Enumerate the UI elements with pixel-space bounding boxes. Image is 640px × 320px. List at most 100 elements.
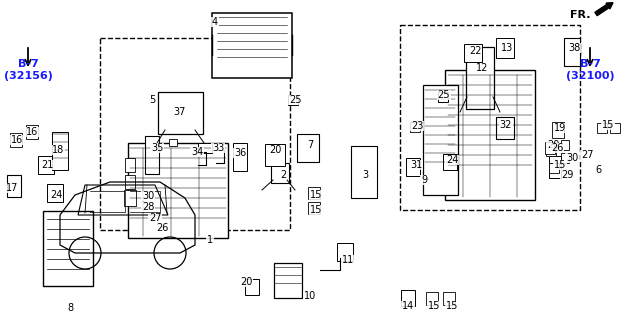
Text: 35: 35 — [151, 143, 163, 153]
Text: 20: 20 — [269, 145, 281, 155]
Text: 16: 16 — [11, 135, 23, 145]
Text: 15: 15 — [310, 190, 322, 200]
Text: 15: 15 — [310, 205, 322, 215]
Bar — [337, 243, 353, 261]
Bar — [351, 146, 377, 198]
Bar — [198, 143, 212, 153]
Text: 22: 22 — [468, 46, 481, 56]
Bar — [597, 123, 607, 133]
Bar — [47, 184, 63, 202]
Text: 21: 21 — [41, 160, 53, 170]
Bar — [169, 139, 177, 146]
Text: 9: 9 — [421, 175, 427, 185]
Bar — [125, 158, 135, 172]
Bar — [549, 156, 561, 178]
Bar — [308, 187, 320, 199]
Text: 36: 36 — [234, 148, 246, 158]
Text: 20: 20 — [547, 140, 559, 150]
Bar — [422, 85, 458, 195]
Text: 17: 17 — [6, 183, 18, 193]
Bar — [496, 38, 514, 58]
Text: 25: 25 — [438, 90, 451, 100]
Bar — [10, 133, 22, 147]
Bar — [128, 142, 228, 237]
Text: 20: 20 — [240, 277, 252, 287]
Text: 8: 8 — [67, 303, 73, 313]
Bar — [245, 279, 259, 295]
Text: 30: 30 — [142, 191, 154, 201]
Text: 12: 12 — [476, 63, 488, 73]
Bar — [496, 117, 514, 139]
Bar — [157, 92, 202, 134]
Bar — [271, 163, 289, 183]
Bar — [466, 47, 494, 109]
Bar — [561, 153, 569, 163]
Text: 15: 15 — [602, 120, 614, 130]
Bar — [274, 262, 302, 298]
Text: B-7
(32156): B-7 (32156) — [4, 59, 52, 81]
Text: 2: 2 — [280, 170, 286, 180]
Bar — [288, 95, 298, 105]
Bar — [545, 142, 555, 154]
Bar — [125, 175, 135, 189]
Text: 37: 37 — [174, 107, 186, 117]
Bar — [561, 140, 569, 150]
Text: 28: 28 — [142, 202, 154, 212]
Text: B-7
(32100): B-7 (32100) — [566, 59, 614, 81]
Bar — [233, 143, 247, 171]
Text: 29: 29 — [561, 170, 573, 180]
Bar — [265, 144, 285, 166]
Text: 10: 10 — [304, 291, 316, 301]
Text: 32: 32 — [500, 120, 512, 130]
Text: 4: 4 — [212, 17, 218, 27]
Text: 27: 27 — [148, 213, 161, 223]
Text: 26: 26 — [156, 223, 168, 233]
Bar — [26, 125, 38, 139]
Bar — [445, 70, 535, 200]
Bar — [297, 134, 319, 162]
Bar — [464, 44, 482, 62]
Text: 25: 25 — [289, 95, 301, 105]
Bar — [401, 290, 415, 306]
Bar — [443, 292, 455, 305]
Bar — [549, 163, 559, 173]
Bar — [610, 123, 620, 133]
Text: 6: 6 — [595, 165, 601, 175]
Text: 38: 38 — [568, 43, 580, 53]
Text: 11: 11 — [342, 255, 354, 265]
Bar — [43, 211, 93, 285]
Text: 31: 31 — [410, 160, 422, 170]
Text: 30: 30 — [566, 153, 578, 163]
Text: 24: 24 — [446, 155, 458, 165]
Text: 26: 26 — [551, 143, 563, 153]
Bar — [145, 136, 159, 174]
Text: 33: 33 — [212, 143, 224, 153]
Text: 3: 3 — [362, 170, 368, 180]
Bar — [443, 154, 457, 170]
Text: 23: 23 — [411, 121, 423, 131]
FancyArrow shape — [595, 3, 613, 16]
Text: 34: 34 — [191, 147, 203, 157]
Text: 16: 16 — [26, 127, 38, 137]
Bar — [552, 122, 564, 138]
Text: 19: 19 — [554, 123, 566, 133]
Text: 1: 1 — [207, 235, 213, 245]
Text: 7: 7 — [307, 140, 313, 150]
Text: 15: 15 — [554, 160, 566, 170]
Bar — [400, 25, 580, 210]
Text: 15: 15 — [428, 301, 440, 311]
Bar — [410, 122, 420, 132]
Bar — [308, 202, 320, 214]
Text: 13: 13 — [501, 43, 513, 53]
Bar — [426, 292, 438, 305]
Text: 15: 15 — [446, 301, 458, 311]
Text: 24: 24 — [50, 190, 62, 200]
Text: 14: 14 — [402, 301, 414, 311]
Bar — [7, 175, 21, 197]
Bar — [546, 144, 556, 156]
Bar — [100, 38, 290, 230]
Bar — [212, 12, 292, 77]
Text: FR.: FR. — [570, 10, 591, 20]
Text: 18: 18 — [52, 145, 64, 155]
Text: 5: 5 — [149, 95, 155, 105]
